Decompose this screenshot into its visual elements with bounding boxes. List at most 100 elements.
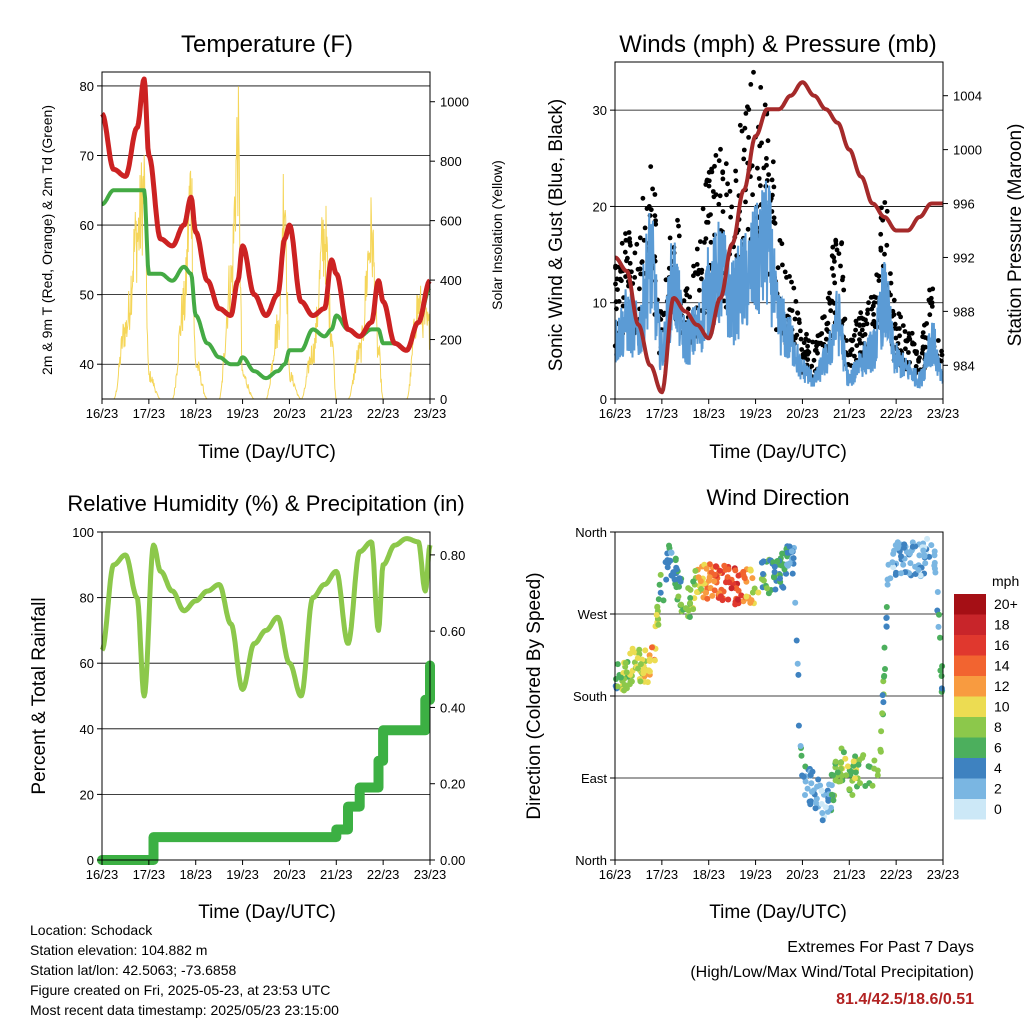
direction-point — [824, 808, 831, 815]
extremes-title: Extremes For Past 7 Days — [787, 939, 974, 956]
humidity-frame — [101, 531, 431, 861]
rh-x-tick-label: 18/23 — [179, 867, 212, 882]
temp-right-y-tick-label: 0 — [440, 392, 447, 407]
gust-point — [691, 263, 696, 269]
direction-point — [771, 563, 778, 570]
direction-point — [690, 578, 697, 585]
gust-point — [729, 204, 735, 210]
direction-point — [711, 571, 718, 578]
gust-point — [842, 316, 848, 322]
gust-point — [694, 262, 700, 267]
wind-right-y-tick-label: 992 — [953, 250, 975, 265]
direction-point — [900, 561, 907, 568]
direction-point — [786, 543, 793, 550]
winds-right-axis-label: Station Pressure (Maroon) — [1005, 124, 1024, 347]
precipitation-line — [97, 660, 435, 865]
direction-point — [613, 676, 619, 682]
dir-x-tick-label: 19/23 — [739, 867, 772, 882]
gust-point — [766, 172, 771, 178]
speed-legend-swatch — [954, 614, 986, 635]
direction-point — [735, 572, 742, 579]
direction-point — [844, 763, 851, 770]
gust-point — [720, 169, 726, 175]
direction-point — [657, 589, 664, 596]
gust-point — [866, 300, 871, 306]
info-location: Location: Schodack — [30, 922, 153, 938]
gust-point — [725, 181, 730, 187]
speed-legend-swatch — [954, 635, 986, 656]
gust-point — [675, 217, 680, 223]
gust-point — [799, 347, 805, 352]
gust-point — [637, 286, 642, 292]
temp-left-y-tick-label: 50 — [80, 288, 94, 303]
direction-point — [640, 667, 647, 674]
gust-point — [742, 125, 748, 131]
direction-point — [721, 562, 728, 569]
direction-point — [635, 665, 642, 672]
direction-point — [882, 666, 888, 672]
rh-right-y-tick-label: 0.60 — [440, 624, 465, 639]
gust-point — [898, 314, 903, 320]
direction-point — [817, 782, 824, 789]
direction-point — [660, 597, 667, 604]
direction-point — [678, 601, 685, 608]
gust-point — [632, 250, 638, 256]
wind-right-y-tick-label: 984 — [953, 358, 975, 373]
direction-point — [656, 581, 663, 588]
gust-point — [920, 330, 926, 335]
direction-point — [883, 623, 890, 630]
direction-point — [909, 539, 916, 546]
speed-legend-label: 2 — [994, 781, 1002, 797]
gust-point — [711, 194, 717, 200]
humidity-panel: Relative Humidity (%) & Precipitation (i… — [29, 491, 465, 923]
direction-point — [655, 596, 662, 603]
direction-point — [784, 561, 790, 568]
direction-point — [706, 561, 713, 568]
temp-x-tick-label: 23/23 — [414, 406, 447, 421]
gust-point — [829, 298, 835, 304]
gust-point — [697, 287, 702, 293]
temperature-panel: Temperature (F) 405060708002004006008001… — [39, 31, 505, 463]
gust-point — [939, 352, 945, 358]
gust-point — [839, 241, 844, 247]
gust-point — [841, 287, 847, 293]
gust-point — [650, 186, 655, 192]
wind-right-y-tick-label: 1000 — [953, 143, 982, 158]
gust-point — [903, 346, 908, 352]
gust-point — [833, 239, 839, 244]
temp-right-y-tick-label: 200 — [440, 333, 462, 348]
gust-point — [897, 333, 902, 339]
humidity-left-axis-label: Percent & Total Rainfall — [29, 597, 50, 794]
gust-point — [878, 245, 884, 251]
gust-point — [627, 260, 633, 266]
direction-point — [936, 611, 942, 618]
direction-point — [802, 763, 809, 770]
direction-point — [622, 660, 629, 666]
temperature-x-axis-label: Time (Day/UTC) — [198, 442, 336, 463]
gust-point — [717, 193, 723, 199]
direction-point — [751, 585, 758, 592]
speed-legend-swatch — [954, 676, 986, 697]
gust-point — [698, 239, 703, 245]
gust-point — [823, 336, 829, 342]
speed-legend-label: 6 — [994, 740, 1002, 756]
direction-point — [883, 604, 890, 610]
speed-legend-label: 16 — [994, 637, 1010, 653]
direction-point — [808, 780, 815, 787]
temp-x-tick-label: 17/23 — [133, 406, 166, 421]
gust-point — [741, 147, 747, 153]
gust-point — [721, 298, 727, 304]
speed-legend-label: 14 — [994, 658, 1010, 674]
direction-point — [687, 586, 694, 593]
gust-point — [879, 205, 884, 211]
wind-right-y-tick-label: 988 — [953, 304, 975, 319]
direction-point — [653, 611, 660, 618]
gust-point — [824, 327, 830, 332]
wind-x-tick-label: 21/23 — [833, 406, 866, 421]
rh-left-y-tick-label: 80 — [80, 591, 94, 606]
gust-point — [640, 195, 646, 201]
gust-point — [706, 183, 712, 189]
direction-point — [879, 692, 886, 699]
gust-point — [812, 348, 818, 353]
gust-point — [758, 85, 764, 90]
